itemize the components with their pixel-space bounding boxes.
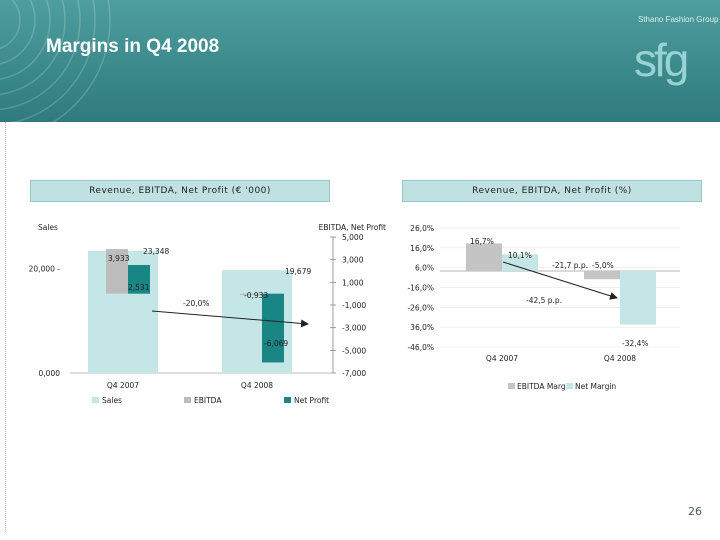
- ebitda-margin-bar: [584, 270, 620, 280]
- legend-swatch: [566, 383, 573, 389]
- ebitda-bar: [106, 249, 128, 294]
- right-axis-tick-label: -5,000: [342, 346, 366, 355]
- y-tick-label: 26,0%: [410, 224, 434, 233]
- right-axis-tick-label: -1,000: [342, 301, 366, 310]
- right-axis-label: EBITDA, Net Profit: [319, 223, 386, 232]
- ebitda-margin-value-label: -5,0%: [592, 261, 614, 270]
- ebitda-value-label: 3,933: [108, 254, 130, 263]
- y-tick-label: 36,0%: [410, 323, 434, 332]
- y-tick-label: 16,0%: [410, 244, 434, 253]
- net-margin-bar: [620, 270, 656, 325]
- legend-swatch: [508, 383, 515, 389]
- legend-swatch: [284, 397, 291, 403]
- slide-title: Margins in Q4 2008: [46, 36, 220, 57]
- header-band: Margins in Q4 2008 Sthano Fashion Group …: [0, 0, 720, 122]
- category-label: Q4 2007: [107, 381, 139, 390]
- right-axis-tick-label: 1,000: [342, 278, 364, 287]
- net-margin-value-label: 10,1%: [508, 251, 532, 260]
- right-chart: 26,0% 16,0% 6,0% -16,0% -26,0% 36,0% -46,0% Q4 …: [407, 224, 680, 391]
- net-margin-value-label: -32,4%: [622, 339, 649, 348]
- legend-label: EBITDA: [194, 396, 222, 405]
- category-label: Q4 2007: [486, 354, 518, 363]
- net-profit-bar: [128, 264, 150, 294]
- ebitda-value-label: -0,933: [244, 291, 268, 300]
- decorative-swirl: [0, 0, 111, 122]
- legend-label: Net Profit: [294, 396, 329, 405]
- legend-swatch: [92, 397, 99, 403]
- left-panel-title: Revenue, EBITDA, Net Profit (€ '000): [30, 180, 330, 202]
- sales-value-label: 19,679: [285, 267, 311, 276]
- category-label: Q4 2008: [604, 354, 636, 363]
- right-axis-tick-label: -7,000: [342, 369, 366, 378]
- net-profit-value-label: -6,069: [264, 339, 288, 348]
- y-tick-label: 6,0%: [415, 264, 434, 273]
- ebitda-margin-value-label: 16,7%: [470, 237, 494, 246]
- sfg-logo: sfg: [634, 34, 690, 86]
- right-axis-tick-label: 3,000: [342, 256, 364, 265]
- net-profit-bar: [262, 293, 284, 363]
- ebitda-margin-change-annotation: -21,7 p.p.: [552, 261, 588, 270]
- net-margin-change-annotation: -42,5 p.p.: [526, 296, 562, 305]
- legend-swatch: [184, 397, 191, 403]
- ebitda-bar: [240, 293, 262, 296]
- right-panel-title: Revenue, EBITDA, Net Profit (%): [402, 180, 702, 202]
- category-label: Q4 2008: [241, 381, 273, 390]
- left-axis-label: Sales: [38, 223, 58, 232]
- legend-label: Sales: [102, 396, 122, 405]
- left-axis-tick-label: 20,000 -: [29, 264, 61, 273]
- right-axis-tick-label: -3,000: [342, 324, 366, 333]
- legend-label: Net Margin: [575, 382, 616, 391]
- margin-trend-arrow: [502, 261, 618, 300]
- legend-label: EBITDA Margin: [517, 382, 573, 391]
- net-profit-value-label: 2,531: [128, 283, 150, 292]
- logo-text: sfg: [634, 34, 687, 86]
- net-margin-bar: [502, 254, 538, 271]
- left-axis-tick-label: 0,000: [39, 369, 61, 378]
- sales-change-annotation: -20,0%: [183, 299, 210, 308]
- y-tick-label: -46,0%: [407, 343, 434, 352]
- y-tick-label: -16,0%: [407, 284, 434, 293]
- y-tick-label: -26,0%: [407, 303, 434, 312]
- page-number: 26: [688, 505, 702, 518]
- sales-trend-arrow: [151, 310, 309, 328]
- ebitda-margin-bar: [466, 243, 502, 271]
- sales-value-label: 23,348: [143, 247, 169, 256]
- brand-tagline: Sthano Fashion Group: [638, 15, 719, 24]
- right-axis-tick-label: 5,000: [342, 233, 364, 242]
- left-border-rule: [5, 122, 6, 532]
